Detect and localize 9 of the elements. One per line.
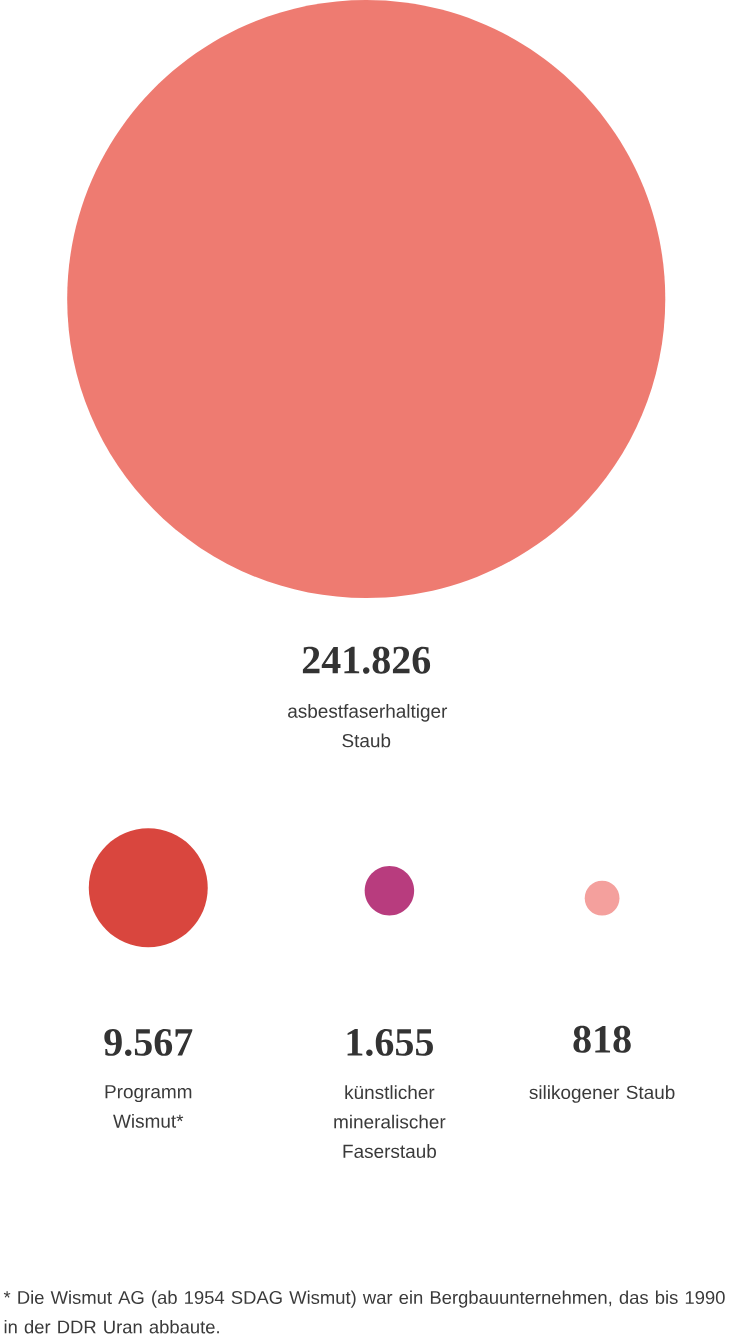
data-label: 241.826 — [302, 646, 431, 674]
category-label: Programm Wismut* — [105, 1085, 192, 1128]
text: * Die Wismut AG (ab 1954 SDAG Wismut) war ein Bergbauunternehmen, das bis 1990 in der DDR Uran abbaute. — [3, 1290, 725, 1334]
data-label: 9.567 — [104, 1028, 193, 1056]
data-label: 818 — [573, 1025, 631, 1053]
data-label: 1.655 — [347, 1028, 433, 1056]
category-label: künstlicher mineralischer Faserstaub — [334, 1085, 446, 1159]
category-label: silikogener Staub — [529, 1085, 675, 1103]
category-label: asbestfaserhaltiger Staub — [288, 703, 448, 748]
